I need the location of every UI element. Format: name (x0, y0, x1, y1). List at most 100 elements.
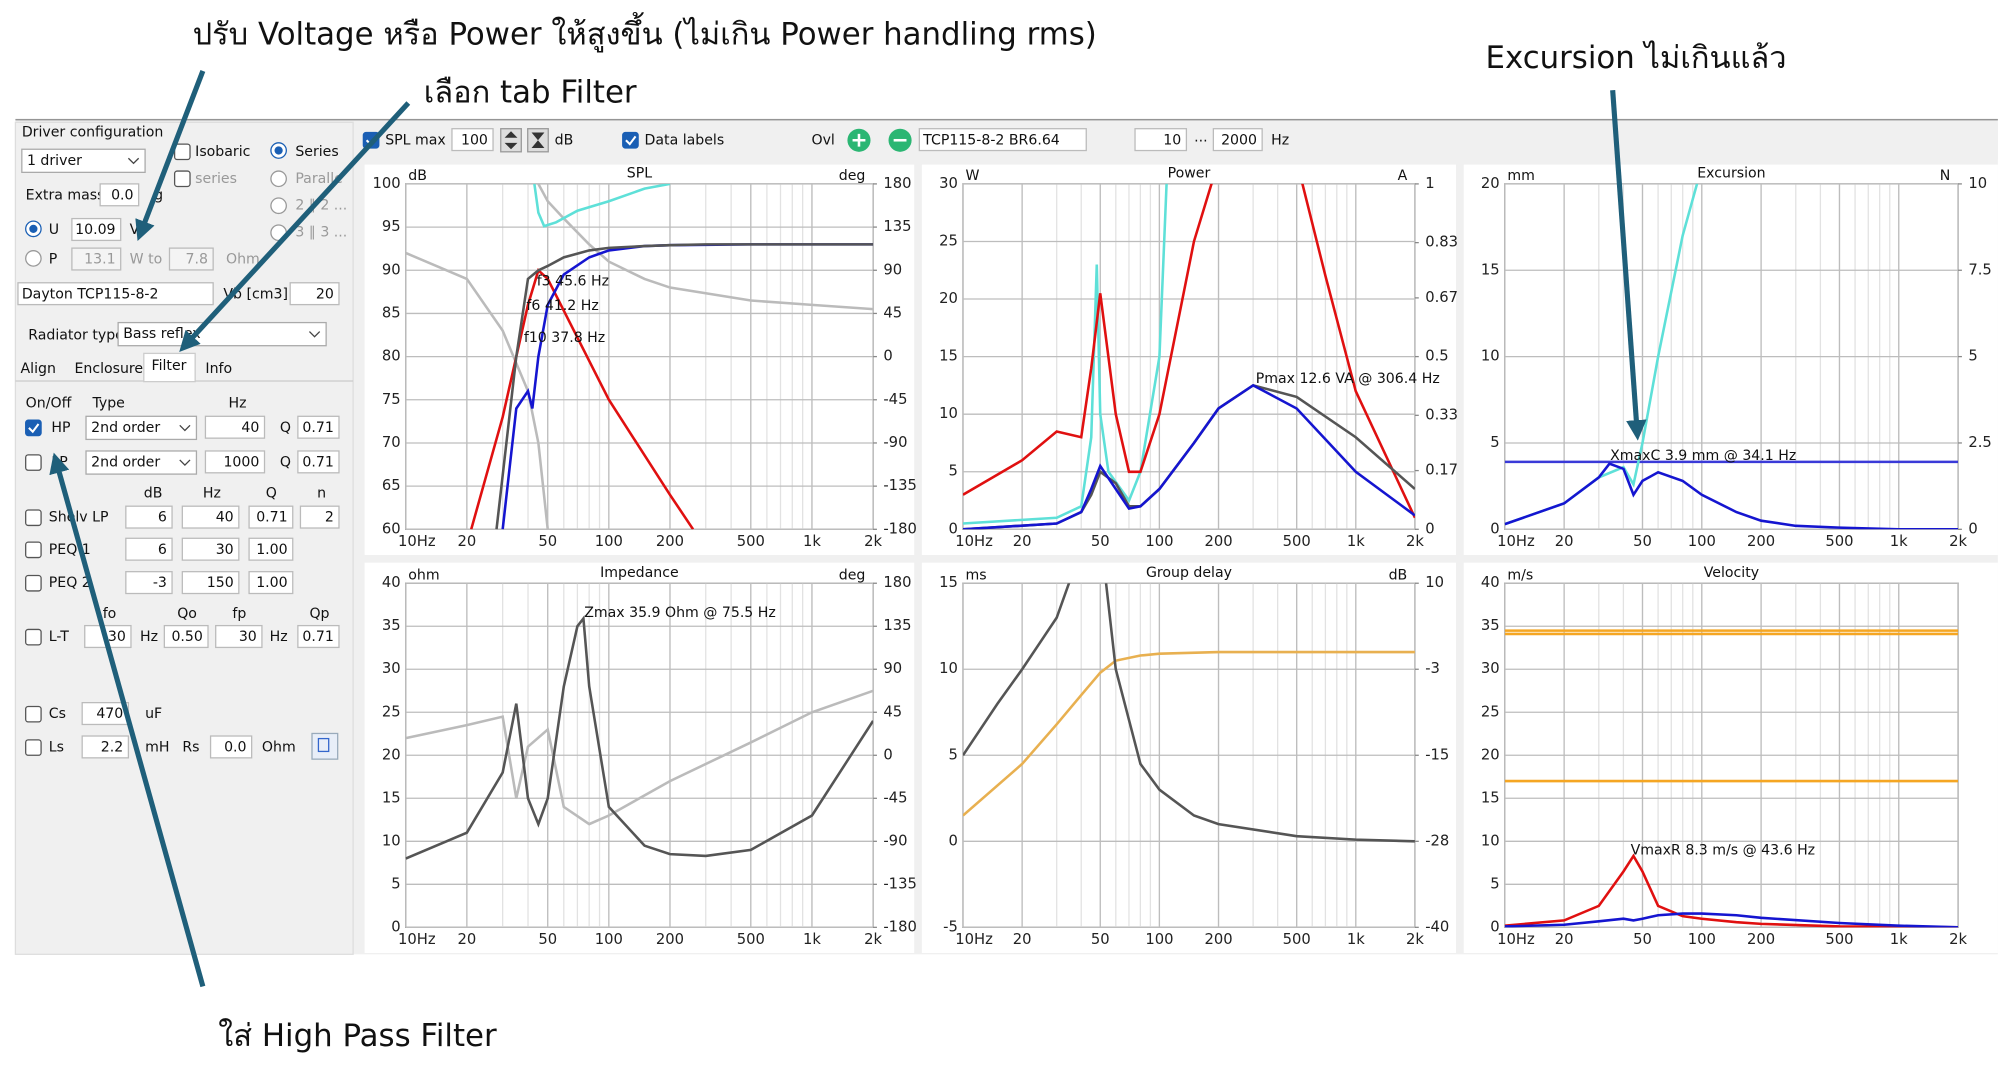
checkbox[interactable] (173, 170, 191, 188)
input-field[interactable] (1134, 128, 1188, 152)
fit-button[interactable] (527, 128, 549, 153)
input-text: 150 (207, 575, 234, 591)
input-text: 0.50 (171, 629, 202, 645)
x-tick-label: 1k (1347, 533, 1365, 550)
x-tick-label: 20 (1013, 931, 1032, 948)
input-field[interactable] (125, 537, 173, 561)
dropdown-arrow (308, 331, 321, 338)
checkbox[interactable] (25, 739, 42, 756)
checkbox[interactable] (25, 541, 42, 559)
series-line (469, 267, 695, 530)
input-field[interactable] (71, 247, 122, 271)
spin-button[interactable] (500, 128, 522, 153)
checkbox[interactable] (25, 419, 42, 437)
y2-tick-label: 10 (1968, 175, 1987, 192)
input-field[interactable] (99, 183, 140, 207)
input-field[interactable] (204, 450, 266, 474)
input-field[interactable] (451, 128, 494, 152)
input-field[interactable] (215, 624, 263, 649)
y-tick-label: 20 (1481, 746, 1500, 763)
y2-tick-label: 135 (883, 617, 911, 634)
y-tick-label: 10 (939, 405, 958, 422)
input-text: 470 (96, 706, 123, 722)
y2-tick-label: 10 (1425, 574, 1444, 591)
input-field[interactable] (297, 415, 340, 439)
chart-title: Group delay (1146, 565, 1232, 581)
x-tick-label: 2k (864, 533, 882, 550)
input-field[interactable] (71, 217, 122, 242)
input-field[interactable] (297, 450, 340, 474)
y2-tick-label: 1 (1425, 175, 1434, 192)
dropdown[interactable] (21, 148, 146, 173)
y-tick-label: 40 (382, 574, 401, 591)
x-tick-label: 50 (1091, 533, 1110, 550)
y2-axis-unit: deg (839, 168, 866, 184)
input-field[interactable] (204, 415, 266, 439)
input-field[interactable] (17, 282, 214, 306)
checkbox[interactable] (25, 628, 42, 646)
y-tick-label: 15 (939, 348, 958, 365)
input-field[interactable] (918, 128, 1087, 152)
y2-axis-unit: deg (839, 568, 866, 584)
label: SPL max (385, 132, 446, 148)
input-field[interactable] (289, 282, 340, 306)
input-field[interactable] (248, 505, 294, 529)
checkbox[interactable] (622, 131, 639, 149)
dropdown[interactable] (85, 415, 198, 441)
radio[interactable] (25, 250, 42, 267)
y-tick-label: 15 (1481, 261, 1500, 278)
input-field[interactable] (1212, 128, 1263, 152)
input-field[interactable] (181, 505, 240, 529)
checkbox[interactable] (25, 705, 42, 723)
radio[interactable] (270, 170, 287, 188)
label: ... (1194, 130, 1207, 146)
input-field[interactable] (297, 624, 340, 649)
input-field[interactable] (81, 735, 130, 759)
input-field[interactable] (209, 735, 253, 759)
dropdown-arrow (179, 424, 191, 432)
label-disabled: Paralle (295, 171, 342, 187)
chart-title: Excursion (1697, 166, 1765, 182)
chart-title: Impedance (600, 565, 679, 581)
chart-title: Velocity (1704, 565, 1759, 581)
checkbox[interactable] (25, 454, 42, 471)
label: fo (103, 606, 117, 622)
checkbox[interactable] (25, 574, 42, 592)
dropdown[interactable] (117, 321, 327, 347)
input-field[interactable] (163, 624, 209, 649)
y2-tick-label: 7.5 (1968, 261, 1991, 278)
label: U (49, 222, 59, 238)
tab-active[interactable] (143, 352, 196, 383)
input-text: 0.71 (302, 420, 333, 436)
y2-tick-label: 45 (883, 304, 902, 321)
x-tick-label: 2k (864, 931, 882, 948)
checkmark (625, 135, 637, 146)
input-text: 0.71 (302, 455, 333, 471)
checkbox[interactable] (173, 143, 191, 161)
input-field[interactable] (299, 505, 340, 529)
x-tick-label: 200 (1747, 533, 1775, 550)
dropdown-text: 1 driver (27, 153, 82, 169)
y-tick-label: 5 (948, 746, 957, 763)
radio[interactable] (270, 197, 287, 215)
x-tick-label: 10Hz (955, 533, 993, 550)
copy-button[interactable] (311, 732, 339, 760)
input-field[interactable] (125, 505, 173, 529)
input-field[interactable] (248, 537, 294, 561)
y-tick-label: 95 (382, 218, 401, 235)
y2-tick-label: 180 (883, 574, 911, 591)
dropdown[interactable] (85, 450, 198, 475)
input-field[interactable] (248, 571, 294, 595)
input-field[interactable] (168, 247, 214, 271)
label: Type (91, 395, 124, 411)
input-field[interactable] (125, 571, 173, 595)
y-tick-label: -5 (943, 918, 958, 935)
y2-tick-label: -15 (1425, 746, 1449, 763)
x-tick-label: 20 (457, 533, 476, 550)
checkbox[interactable] (25, 509, 42, 527)
y-tick-label: 65 (382, 477, 401, 494)
input-field[interactable] (181, 571, 240, 595)
input-field[interactable] (181, 537, 240, 561)
y2-tick-label: 0.83 (1425, 234, 1458, 251)
y-axis-unit: dB (408, 168, 427, 184)
